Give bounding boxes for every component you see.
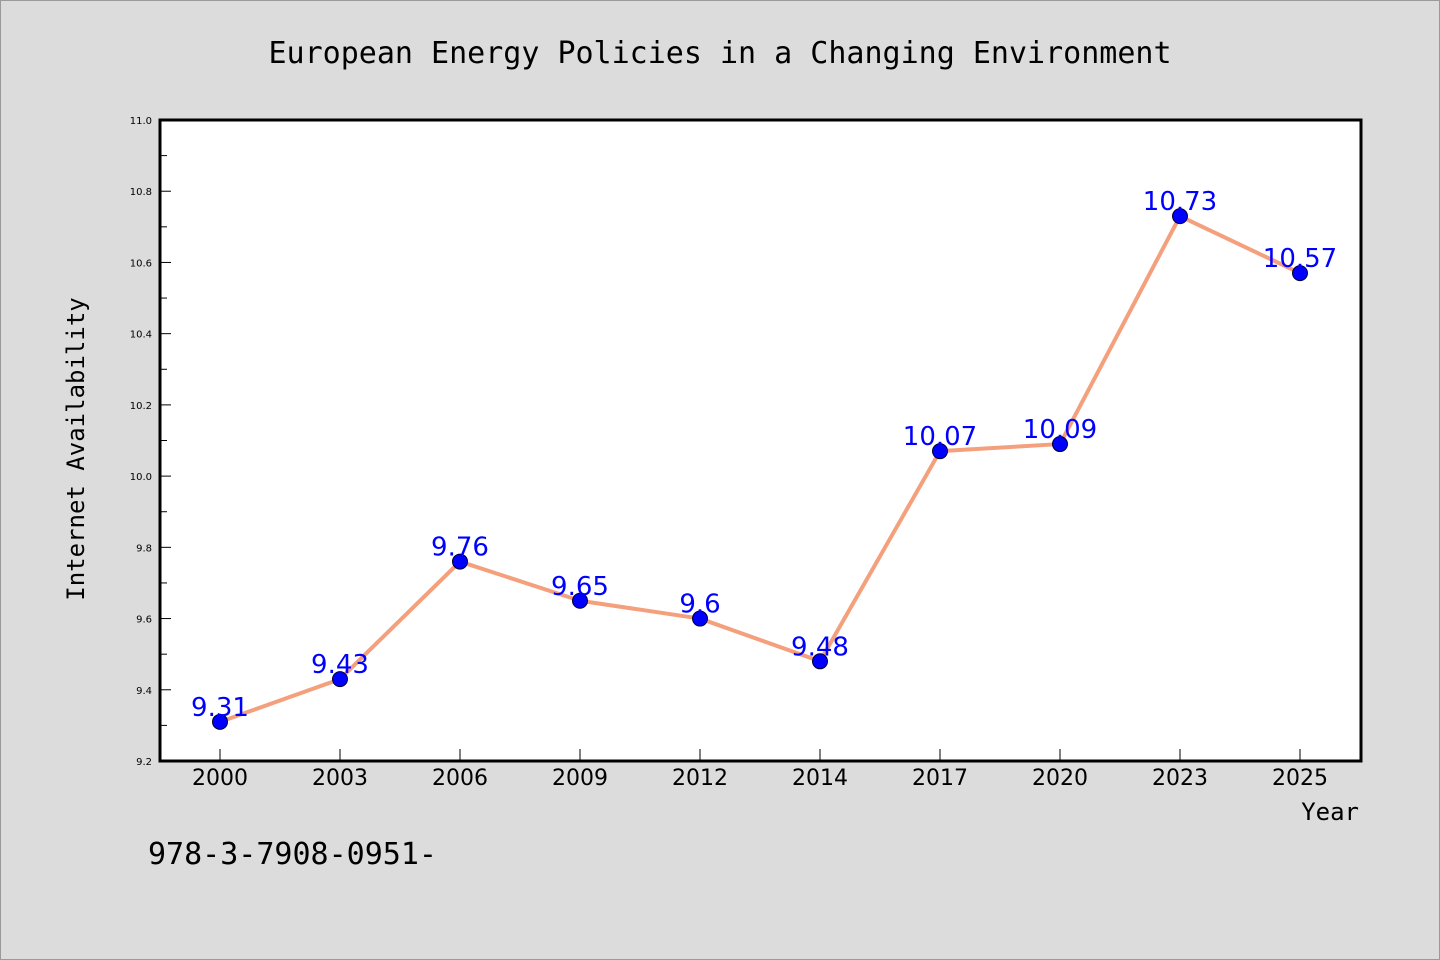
data-point	[1172, 208, 1188, 225]
x-tick-label: 2020	[1032, 766, 1088, 791]
data-labels: 9.31 9.43 9.76 9.65 9.6 9.48 10.07 10.09 10.73 10…	[191, 187, 1337, 723]
x-tick-label: 2012	[672, 766, 728, 791]
data-point	[212, 713, 228, 730]
y-tick-label: 11.0	[130, 116, 152, 127]
y-tick-label: 10.6	[130, 258, 152, 269]
x-tick-label: 2009	[552, 766, 608, 791]
data-label: 10.07	[903, 422, 977, 452]
data-point	[1052, 436, 1068, 453]
y-tick-label: 9.6	[136, 615, 152, 626]
data-point	[1292, 265, 1308, 282]
chart-title: European Energy Policies in a Changing E…	[268, 36, 1171, 71]
data-markers	[212, 208, 1308, 730]
plot-area	[160, 120, 1361, 761]
data-label: 9.76	[431, 533, 489, 563]
x-axis-label: Year	[1301, 798, 1359, 826]
data-point	[692, 610, 708, 627]
x-axis: 2000 2003 2006 2009 2012 2014 2017 2020 2023 2025	[192, 749, 1328, 791]
y-tick-label: 10.4	[130, 330, 152, 341]
data-label: 10.09	[1023, 415, 1097, 445]
x-tick-label: 2006	[432, 766, 488, 791]
data-point	[332, 671, 348, 688]
y-tick-label: 9.8	[136, 543, 152, 554]
data-point	[812, 653, 828, 670]
data-point	[452, 553, 468, 570]
y-tick-label: 10.8	[130, 187, 152, 198]
data-label: 9.43	[311, 650, 369, 680]
data-point	[932, 443, 948, 460]
plot-border	[158, 118, 1363, 763]
series-line	[218, 214, 1302, 724]
data-label: 9.48	[791, 632, 849, 662]
x-tick-label: 2003	[312, 766, 368, 791]
data-label: 10.57	[1263, 244, 1337, 274]
data-label: 9.31	[191, 693, 249, 723]
x-tick-label: 2014	[792, 766, 848, 791]
y-tick-label: 10.2	[130, 401, 152, 412]
y-tick-label: 9.2	[136, 757, 152, 768]
data-label: 9.6	[679, 590, 720, 620]
data-label: 10.73	[1143, 187, 1217, 217]
x-tick-label: 2000	[192, 766, 248, 791]
x-tick-label: 2017	[912, 766, 968, 791]
footnote-text: 978-3-7908-0951-	[148, 837, 437, 872]
y-tick-label: 10.0	[130, 472, 152, 483]
y-axis-label: Internet Availability	[62, 297, 90, 600]
x-tick-label: 2025	[1272, 766, 1328, 791]
data-point	[572, 592, 588, 609]
data-label: 9.65	[551, 572, 609, 602]
x-tick-label: 2023	[1152, 766, 1208, 791]
y-tick-label: 9.4	[136, 686, 152, 697]
